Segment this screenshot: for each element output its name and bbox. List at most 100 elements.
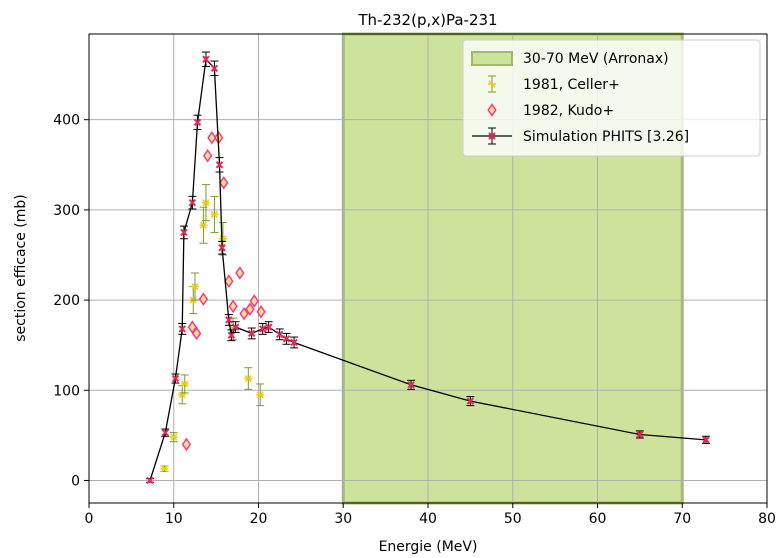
- phits-marker: [180, 228, 188, 237]
- celler-point: [180, 374, 189, 394]
- x-tick-label: 80: [758, 511, 776, 527]
- phits-marker: [218, 244, 226, 252]
- celler-point: [210, 195, 219, 233]
- phits-point: [247, 327, 256, 340]
- phits-line: [149, 57, 707, 481]
- phits-marker: [161, 428, 169, 437]
- phits-point: [275, 328, 284, 341]
- phits-marker: [407, 381, 415, 389]
- celler-point: [160, 465, 169, 473]
- phits-point: [161, 428, 170, 437]
- celler-point: [169, 432, 178, 443]
- kudo-marker: [207, 130, 217, 145]
- phits-point: [407, 379, 416, 390]
- phits-point: [188, 195, 197, 210]
- celler-point: [256, 383, 265, 407]
- phits-marker: [466, 397, 475, 405]
- x-axis: 0 10 20 30 40 50 60 70 80: [85, 503, 776, 527]
- kudo-marker: [219, 176, 229, 190]
- phits-point: [227, 329, 236, 342]
- phits-point: [179, 225, 188, 240]
- kudo-marker: [181, 437, 192, 452]
- phits-marker: [202, 55, 210, 63]
- kudo-marker: [249, 294, 259, 308]
- kudo-marker: [191, 326, 202, 341]
- phits-marker: [259, 325, 267, 333]
- phits-point: [218, 240, 227, 255]
- x-tick-label: 30: [334, 511, 352, 527]
- legend-label-celler: 1981, Celler+: [523, 77, 620, 93]
- legend: 30-70 MeV (Arronax) 1981, Celler+ 1982, Ku…: [462, 39, 761, 157]
- phits-point: [466, 396, 475, 407]
- phits-point: [264, 321, 273, 334]
- phits-marker: [282, 335, 291, 343]
- phits-marker: [227, 331, 236, 339]
- phits-marker: [210, 64, 219, 72]
- phits-marker: [171, 374, 180, 383]
- phits-point: [210, 60, 219, 76]
- y-tick-label: 300: [53, 203, 80, 219]
- y-tick-label: 100: [53, 383, 80, 399]
- kudo-marker: [256, 305, 266, 319]
- y-axis: 0 100 200 300 400: [53, 113, 89, 489]
- kudo-marker: [224, 274, 234, 288]
- x-tick-label: 50: [504, 511, 522, 527]
- legend-swatch-phits-marker: [488, 132, 496, 140]
- legend-box: [462, 39, 761, 157]
- y-axis-label: section efficace (mb): [13, 194, 29, 342]
- phits-point: [282, 332, 291, 345]
- x-tick-label: 40: [419, 511, 437, 527]
- x-tick-label: 70: [673, 511, 691, 527]
- phits-point: [215, 157, 224, 173]
- phits-point: [178, 323, 187, 335]
- phits-point: [193, 114, 202, 131]
- phits-marker: [215, 161, 224, 169]
- legend-swatch-arronax: [471, 51, 513, 66]
- phits-marker: [188, 198, 197, 207]
- kudo-marker: [235, 266, 245, 280]
- phits-point: [146, 476, 155, 485]
- phits-marker: [636, 430, 644, 439]
- phits-marker: [702, 436, 710, 444]
- celler-point: [190, 272, 199, 301]
- legend-swatch-kudo: [487, 103, 497, 117]
- legend-label-kudo: 1982, Kudo+: [523, 103, 614, 119]
- phits-marker: [248, 329, 256, 338]
- x-axis-label: Energie (MeV): [379, 539, 478, 555]
- kudo-marker: [187, 320, 198, 334]
- x-tick-label: 10: [165, 511, 183, 527]
- celler-point: [201, 184, 210, 222]
- y-tick-label: 200: [53, 293, 80, 309]
- phits-marker: [225, 316, 233, 324]
- phits-point: [701, 435, 710, 444]
- chart-title: Th-232(p,x)Pa-231: [357, 11, 497, 29]
- x-tick-label: 0: [85, 511, 94, 527]
- y-tick-label: 400: [53, 113, 80, 129]
- legend-label-phits: Simulation PHITS [3.26]: [523, 129, 689, 145]
- celler-point: [244, 367, 253, 390]
- celler-point: [178, 385, 187, 405]
- kudo-marker: [202, 149, 213, 163]
- phits-point: [171, 373, 180, 384]
- phits-marker: [146, 476, 154, 485]
- x-tick-label: 60: [589, 511, 607, 527]
- phits-point: [231, 321, 240, 334]
- y-tick-label: 0: [71, 473, 80, 489]
- kudo-marker: [245, 302, 255, 316]
- phits-point: [224, 313, 233, 326]
- legend-swatch-celler-marker: [488, 80, 496, 88]
- phits-point: [290, 336, 299, 349]
- phits-marker: [178, 325, 186, 333]
- celler-point: [199, 206, 208, 244]
- phits-point: [258, 323, 267, 335]
- phits-marker: [290, 338, 298, 347]
- phits-marker: [264, 323, 273, 331]
- phits-marker: [193, 118, 202, 127]
- legend-label-arronax: 30-70 MeV (Arronax): [523, 51, 669, 67]
- kudo-marker: [239, 306, 249, 321]
- kudo-marker: [228, 299, 238, 314]
- phits-marker: [231, 323, 240, 331]
- phits-point: [635, 430, 644, 439]
- x-tick-label: 20: [250, 511, 268, 527]
